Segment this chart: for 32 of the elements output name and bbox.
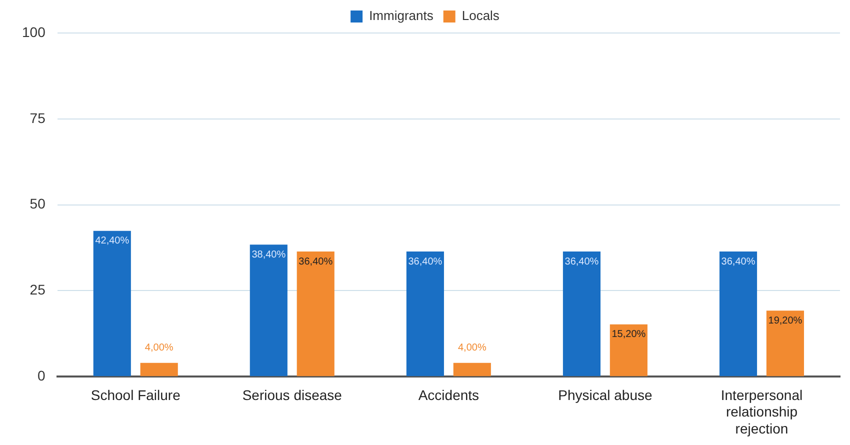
data-label: 4,00%	[458, 342, 486, 354]
bar	[766, 310, 804, 376]
y-tick-label: 0	[38, 367, 46, 384]
y-tick-label: 100	[22, 24, 46, 40]
bar	[719, 252, 758, 376]
bar	[140, 362, 178, 376]
bar	[406, 252, 444, 376]
y-tick-label: 75	[30, 110, 46, 126]
bar	[250, 244, 288, 376]
data-label: 36,40%	[721, 256, 756, 268]
bar	[93, 230, 131, 376]
x-tick-label: Accidents	[418, 386, 480, 403]
data-label: 4,00%	[144, 342, 174, 354]
data-label: 36,40%	[564, 256, 599, 268]
data-label: 42,40%	[95, 236, 130, 247]
bar	[562, 252, 601, 376]
data-label: 19,20%	[768, 315, 802, 326]
bar	[296, 252, 334, 376]
data-label: 36,40%	[408, 256, 442, 268]
x-tick-label: Physical abuse	[558, 386, 652, 403]
y-tick-label: 50	[30, 196, 46, 212]
legend-label: Locals	[462, 8, 500, 24]
x-tick-label: Serious disease	[242, 386, 342, 403]
y-tick-label: 25	[30, 282, 46, 298]
bar	[610, 324, 648, 376]
data-label: 36,40%	[298, 256, 333, 268]
x-tick-label: School Failure	[90, 386, 181, 403]
x-tick-label: Interpersonal relationship rejection	[720, 386, 803, 436]
legend-label: Immigrants	[369, 8, 434, 24]
data-label: 38,40%	[252, 249, 286, 260]
data-label: 15,20%	[612, 329, 646, 340]
bar	[453, 362, 491, 376]
